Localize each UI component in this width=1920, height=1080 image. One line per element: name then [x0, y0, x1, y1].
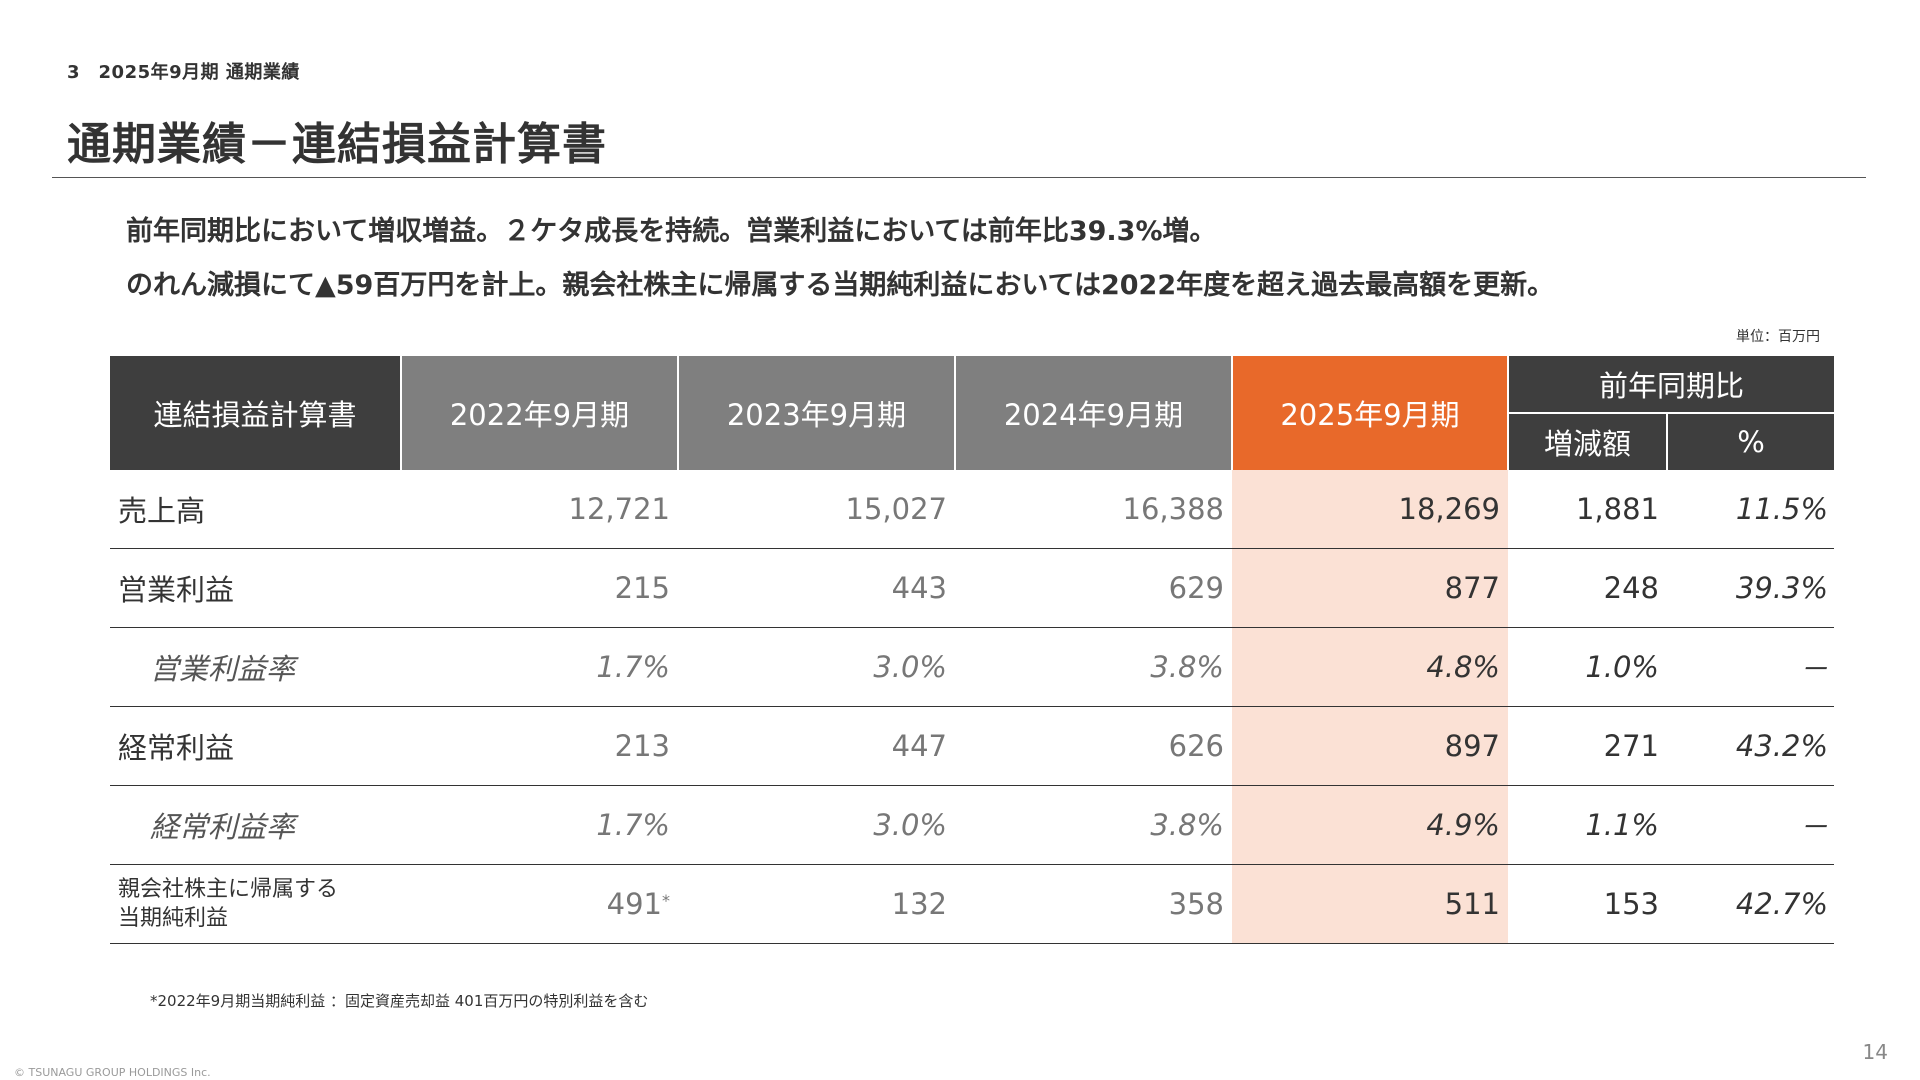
cell-2024: 16,388	[955, 470, 1232, 549]
cell-2022: 213	[401, 706, 678, 786]
footnote-marker: *	[662, 891, 670, 910]
table-row-ordinary-income: 経常利益 213 447 626 897 271 43.2%	[110, 706, 1835, 786]
column-header-2025: 2025年9月期	[1232, 356, 1509, 470]
cell-pct: 11.5%	[1667, 470, 1835, 549]
row-label: 経常利益	[110, 706, 401, 786]
cell-2022-value: 491	[606, 887, 662, 921]
row-label-line-2: 当期純利益	[118, 906, 229, 931]
cell-2023: 3.0%	[678, 627, 955, 707]
cell-2025: 4.8%	[1232, 627, 1508, 707]
column-header-yoy: 前年同期比	[1508, 356, 1835, 414]
row-label: 親会社株主に帰属する 当期純利益	[110, 864, 401, 944]
row-label: 経常利益率	[110, 785, 401, 865]
table-row-sales: 売上高 12,721 15,027 16,388 18,269 1,881 11…	[110, 470, 1835, 549]
table-row-ordinary-margin: 経常利益率 1.7% 3.0% 3.8% 4.9% 1.1% －	[110, 785, 1835, 865]
income-statement-table: 連結損益計算書 2022年9月期 2023年9月期 2024年9月期 2025年…	[110, 356, 1835, 944]
row-label-line-1: 親会社株主に帰属する	[118, 877, 339, 902]
column-header-2023: 2023年9月期	[678, 356, 956, 470]
section-label: 3 2025年9月期 通期業績	[67, 62, 300, 83]
cell-2023: 447	[678, 706, 955, 786]
cell-2023: 443	[678, 548, 955, 628]
cell-pct: －	[1667, 785, 1835, 865]
cell-diff: 271	[1508, 706, 1667, 786]
cell-diff: 248	[1508, 548, 1667, 628]
cell-2023: 132	[678, 864, 955, 944]
cell-diff: 1,881	[1508, 470, 1667, 549]
cell-pct: 39.3%	[1667, 548, 1835, 628]
cell-pct: 43.2%	[1667, 706, 1835, 786]
cell-2023: 15,027	[678, 470, 955, 549]
column-header-diff: 増減額	[1508, 413, 1668, 470]
unit-label: 単位：百万円	[1736, 329, 1820, 345]
copyright: © TSUNAGU GROUP HOLDINGS Inc.	[14, 1066, 211, 1079]
cell-pct: －	[1667, 627, 1835, 707]
cell-2025: 897	[1232, 706, 1508, 786]
footnote: *2022年9月期当期純利益 ：固定資産売却益 401百万円の特別利益を含む	[150, 992, 649, 1010]
cell-2024: 358	[955, 864, 1232, 944]
row-label: 営業利益	[110, 548, 401, 628]
cell-2022: 491*	[401, 864, 678, 944]
cell-2025: 4.9%	[1232, 785, 1508, 865]
column-header-label: 連結損益計算書	[110, 356, 402, 470]
cell-2022: 1.7%	[401, 627, 678, 707]
title-divider	[52, 177, 1866, 178]
cell-diff: 153	[1508, 864, 1667, 944]
row-label: 営業利益率	[110, 627, 401, 707]
column-header-2024: 2024年9月期	[955, 356, 1233, 470]
table-row-net-income: 親会社株主に帰属する 当期純利益 491* 132 358 511 153 42…	[110, 864, 1835, 944]
row-label: 売上高	[110, 470, 401, 549]
cell-2024: 629	[955, 548, 1232, 628]
cell-2023: 3.0%	[678, 785, 955, 865]
cell-2024: 3.8%	[955, 785, 1232, 865]
cell-2022: 12,721	[401, 470, 678, 549]
column-header-pct: %	[1667, 413, 1835, 470]
cell-diff: 1.0%	[1508, 627, 1667, 707]
cell-diff: 1.1%	[1508, 785, 1667, 865]
cell-pct: 42.7%	[1667, 864, 1835, 944]
page-number: 14	[1862, 1040, 1888, 1064]
column-header-2022: 2022年9月期	[401, 356, 679, 470]
cell-2025: 18,269	[1232, 470, 1508, 549]
table-row-operating-margin: 営業利益率 1.7% 3.0% 3.8% 4.8% 1.0% －	[110, 627, 1835, 707]
cell-2022: 215	[401, 548, 678, 628]
summary-line-2: のれん減損にて▲59百万円を計上。親会社株主に帰属する当期純利益においては202…	[126, 270, 1555, 301]
cell-2024: 626	[955, 706, 1232, 786]
cell-2022: 1.7%	[401, 785, 678, 865]
cell-2025: 511	[1232, 864, 1508, 944]
cell-2025: 877	[1232, 548, 1508, 628]
page-title: 通期業績－連結損益計算書	[67, 119, 607, 170]
table-row-operating-income: 営業利益 215 443 629 877 248 39.3%	[110, 548, 1835, 628]
cell-2024: 3.8%	[955, 627, 1232, 707]
summary-line-1: 前年同期比において増収増益。２ケタ成長を持続。営業利益においては前年比39.3%…	[126, 216, 1217, 247]
